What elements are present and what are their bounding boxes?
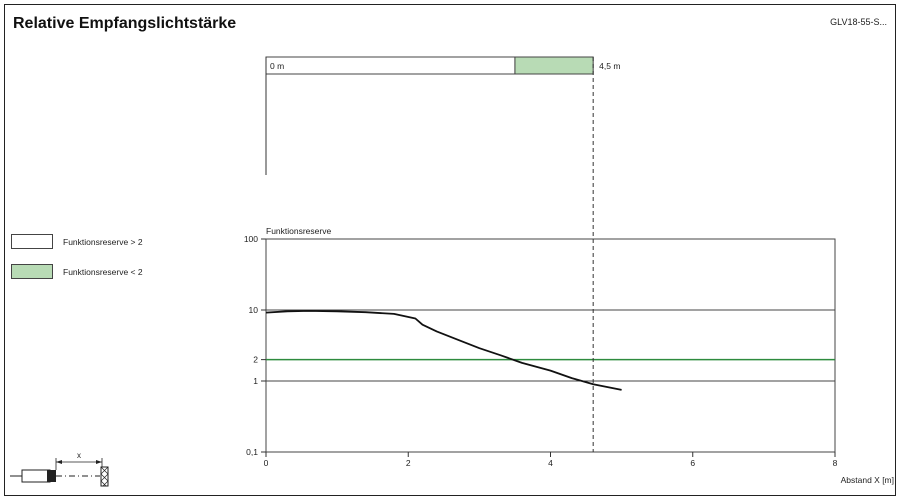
axis-ticks: 100 10 2 1 0,1 0 2 4 6 8 xyxy=(244,234,838,468)
series-line xyxy=(265,309,622,391)
y-tick-label: 1 xyxy=(253,376,258,386)
range-bar: 0 m 4,5 m xyxy=(265,56,620,175)
reflector-icon xyxy=(100,466,109,487)
legend-label-below-2: Funktionsreserve < 2 xyxy=(63,267,143,277)
x-tick-label: 2 xyxy=(406,458,411,468)
range-bar-start-label: 0 m xyxy=(270,61,284,71)
legend-swatch-below-2 xyxy=(11,264,53,279)
x-axis-label: Abstand X [m] xyxy=(841,475,894,485)
chart-frame: Relative Empfangslichtstärke GLV18-55-S.… xyxy=(4,4,896,496)
range-bar-reserve-above-2 xyxy=(265,56,516,75)
range-bar-end-label: 4,5 m xyxy=(599,61,620,71)
legend-label-above-2: Funktionsreserve > 2 xyxy=(63,237,143,247)
y-tick-label: 100 xyxy=(244,234,258,244)
x-tick-label: 6 xyxy=(690,458,695,468)
y-tick-label: 10 xyxy=(249,305,259,315)
sensor-lens-icon xyxy=(47,470,56,482)
sensor-body-icon xyxy=(21,469,51,483)
y-tick-label: 2 xyxy=(253,355,258,365)
gridlines xyxy=(266,57,835,452)
product-code: GLV18-55-S... xyxy=(830,17,887,27)
x-tick-label: 8 xyxy=(833,458,838,468)
plot-area: Funktionsreserve Abstand X [m] xyxy=(265,226,894,485)
x-tick-label: 4 xyxy=(548,458,553,468)
legend-swatch-above-2 xyxy=(11,234,53,249)
range-bar-reserve-below-2 xyxy=(514,56,594,75)
sensor-distance-label: x xyxy=(77,451,81,460)
plot-border xyxy=(265,238,836,453)
series-layer xyxy=(265,309,622,391)
y-axis-label: Funktionsreserve xyxy=(266,226,331,236)
sensor-diagram: x xyxy=(10,451,109,487)
chart-title: Relative Empfangslichtstärke xyxy=(13,15,237,32)
x-tick-label: 0 xyxy=(264,458,269,468)
y-tick-label: 0,1 xyxy=(246,447,258,457)
